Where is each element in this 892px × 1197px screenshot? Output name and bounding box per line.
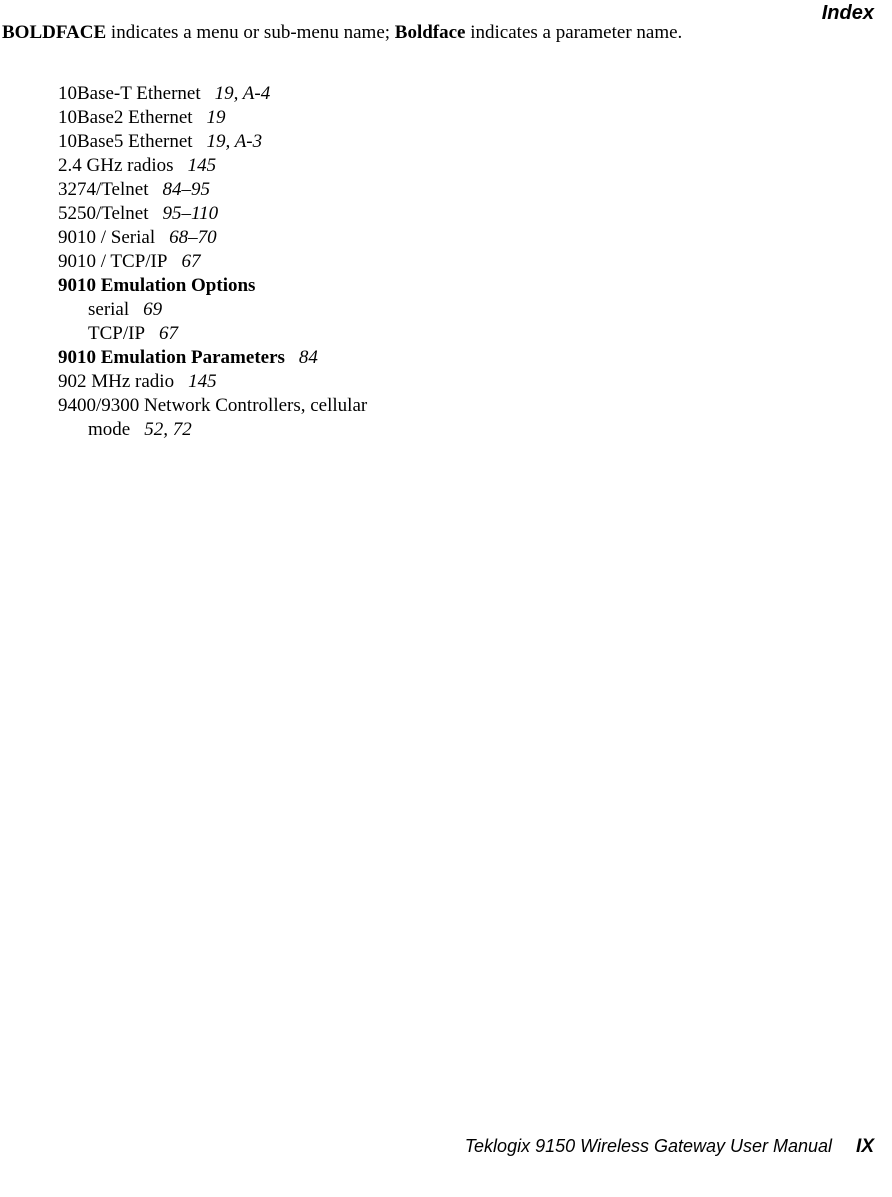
footer-page-number: IX: [832, 1136, 874, 1157]
index-term: 3274/Telnet: [58, 179, 148, 200]
header-title: Index: [822, 2, 874, 25]
index-pages: 95–110: [148, 203, 218, 224]
index-pages: 19, A-3: [193, 131, 263, 152]
index-term: 9400/9300 Network Controllers, cellular: [58, 395, 367, 416]
index-term: 9010 Emulation Options: [58, 275, 255, 296]
index-pages: 69: [129, 299, 162, 320]
index-term: 10Base-T Ethernet: [58, 83, 201, 104]
index-term: 10Base5 Ethernet: [58, 131, 193, 152]
legend-mid: indicates a menu or sub-menu name;: [106, 22, 395, 43]
index-term: 10Base2 Ethernet: [58, 107, 193, 128]
index-pages: 68–70: [155, 227, 217, 248]
index-term: 5250/Telnet: [58, 203, 148, 224]
index-pages: 19: [193, 107, 226, 128]
index-entry: 9400/9300 Network Controllers, cellular: [58, 394, 498, 418]
index-pages: 19, A-4: [201, 83, 271, 104]
index-entry: 902 MHz radio145: [58, 370, 498, 394]
index-term: 9010 / TCP/IP: [58, 251, 167, 272]
index-term: 902 MHz radio: [58, 371, 174, 392]
index-list: 10Base-T Ethernet19, A-410Base2 Ethernet…: [58, 82, 498, 442]
index-term: TCP/IP: [88, 323, 145, 344]
index-term: 9010 / Serial: [58, 227, 155, 248]
index-entry: 9010 / Serial68–70: [58, 226, 498, 250]
footer-text: Teklogix 9150 Wireless Gateway User Manu…: [465, 1136, 832, 1156]
index-pages: 67: [167, 251, 200, 272]
index-entry: 9010 Emulation Options: [58, 274, 498, 298]
index-term: mode: [88, 419, 130, 440]
index-entry: 10Base2 Ethernet19: [58, 106, 498, 130]
index-entry: TCP/IP67: [58, 322, 498, 346]
index-entry: 9010 Emulation Parameters84: [58, 346, 498, 370]
index-pages: 67: [145, 323, 178, 344]
index-pages: 84: [285, 347, 318, 368]
footer: Teklogix 9150 Wireless Gateway User Manu…: [465, 1136, 874, 1158]
index-entry: 10Base-T Ethernet19, A-4: [58, 82, 498, 106]
index-term: 2.4 GHz radios: [58, 155, 174, 176]
legend-text: BOLDFACE indicates a menu or sub-menu na…: [2, 22, 682, 44]
index-entry: 10Base5 Ethernet19, A-3: [58, 130, 498, 154]
index-entry: 2.4 GHz radios145: [58, 154, 498, 178]
legend-boldface-2: Boldface: [395, 22, 466, 43]
index-entry: serial69: [58, 298, 498, 322]
index-term: serial: [88, 299, 129, 320]
index-entry: 9010 / TCP/IP67: [58, 250, 498, 274]
index-entry: 3274/Telnet84–95: [58, 178, 498, 202]
legend-boldface-1: BOLDFACE: [2, 22, 106, 43]
index-pages: 145: [174, 371, 217, 392]
index-pages: 52, 72: [130, 419, 192, 440]
index-pages: 84–95: [148, 179, 210, 200]
legend-suffix: indicates a parameter name.: [466, 22, 683, 43]
index-entry: mode52, 72: [58, 418, 498, 442]
index-entry: 5250/Telnet95–110: [58, 202, 498, 226]
index-term: 9010 Emulation Parameters: [58, 347, 285, 368]
index-pages: 145: [174, 155, 217, 176]
